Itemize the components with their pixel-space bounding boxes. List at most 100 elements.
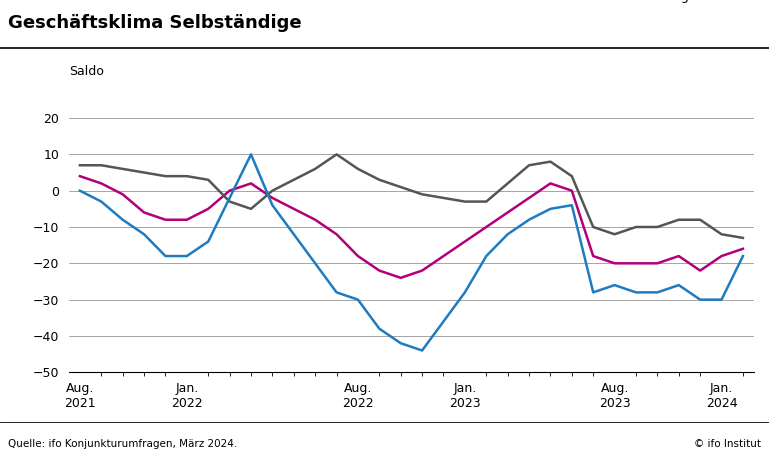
Beurteilung der Geschäftslage	[439, 195, 448, 201]
Geschäftsklima	[503, 210, 512, 215]
Geschäftserwartungen	[524, 217, 534, 222]
Geschäftsklima	[418, 268, 427, 273]
Geschäftserwartungen	[161, 253, 170, 259]
Geschäftsklima	[674, 253, 684, 259]
Geschäftsklima	[481, 224, 491, 230]
Geschäftsklima	[225, 188, 235, 193]
Geschäftsklima	[332, 232, 341, 237]
Geschäftserwartungen	[311, 261, 320, 266]
Geschäftserwartungen	[225, 195, 235, 201]
Geschäftserwartungen	[674, 282, 684, 288]
Geschäftsklima	[311, 217, 320, 222]
Geschäftserwartungen	[461, 290, 470, 295]
Geschäftsklima	[375, 268, 384, 273]
Geschäftsklima	[118, 192, 128, 197]
Beurteilung der Geschäftslage	[225, 199, 235, 204]
Beurteilung der Geschäftslage	[139, 170, 148, 175]
Geschäftserwartungen	[268, 202, 277, 208]
Beurteilung der Geschäftslage	[396, 184, 405, 190]
Geschäftserwartungen	[631, 290, 641, 295]
Geschäftserwartungen	[717, 297, 726, 302]
Beurteilung der Geschäftslage	[653, 224, 662, 230]
Geschäftserwartungen	[139, 232, 148, 237]
Geschäftsklima	[588, 253, 598, 259]
Beurteilung der Geschäftslage	[268, 188, 277, 193]
Geschäftserwartungen	[568, 202, 577, 208]
Geschäftserwartungen	[503, 232, 512, 237]
Geschäftserwartungen	[610, 282, 619, 288]
Beurteilung der Geschäftslage	[161, 173, 170, 179]
Geschäftsklima	[717, 253, 726, 259]
Beurteilung der Geschäftslage	[97, 163, 106, 168]
Geschäftserwartungen	[332, 290, 341, 295]
Geschäftsklima	[546, 181, 555, 186]
Beurteilung der Geschäftslage	[418, 192, 427, 197]
Geschäftserwartungen	[738, 253, 747, 259]
Beurteilung der Geschäftslage	[118, 166, 128, 172]
Geschäftsklima	[139, 210, 148, 215]
Geschäftserwartungen	[246, 152, 255, 157]
Geschäftsklima	[653, 261, 662, 266]
Geschäftsklima	[610, 261, 619, 266]
Line: Geschäftsklima: Geschäftsklima	[80, 176, 743, 278]
Geschäftserwartungen	[182, 253, 191, 259]
Beurteilung der Geschäftslage	[610, 232, 619, 237]
Geschäftserwartungen	[418, 348, 427, 353]
Geschäftsklima	[246, 181, 255, 186]
Geschäftserwartungen	[653, 290, 662, 295]
Beurteilung der Geschäftslage	[568, 173, 577, 179]
Geschäftsklima	[631, 261, 641, 266]
Geschäftsklima	[182, 217, 191, 222]
Beurteilung der Geschäftslage	[695, 217, 704, 222]
Text: Saldo: Saldo	[69, 65, 104, 78]
Line: Beurteilung der Geschäftslage: Beurteilung der Geschäftslage	[80, 154, 743, 238]
Beurteilung der Geschäftslage	[182, 173, 191, 179]
Geschäftsklima	[289, 206, 298, 212]
Beurteilung der Geschäftslage	[246, 206, 255, 212]
Geschäftsklima	[268, 195, 277, 201]
Geschäftserwartungen	[481, 253, 491, 259]
Text: © ifo Institut: © ifo Institut	[694, 439, 761, 449]
Geschäftserwartungen	[289, 232, 298, 237]
Legend: Geschäftsklima, Beurteilung der Geschäftslage, Geschäftserwartungen: Geschäftsklima, Beurteilung der Geschäft…	[539, 0, 754, 3]
Text: Geschäftsklima Selbständige: Geschäftsklima Selbständige	[8, 14, 301, 32]
Geschäftsklima	[524, 195, 534, 201]
Beurteilung der Geschäftslage	[353, 166, 362, 172]
Geschäftserwartungen	[353, 297, 362, 302]
Beurteilung der Geschäftslage	[588, 224, 598, 230]
Geschäftserwartungen	[546, 206, 555, 212]
Beurteilung der Geschäftslage	[546, 159, 555, 164]
Beurteilung der Geschäftslage	[75, 163, 85, 168]
Geschäftserwartungen	[588, 290, 598, 295]
Geschäftserwartungen	[75, 188, 85, 193]
Geschäftsklima	[568, 188, 577, 193]
Beurteilung der Geschäftslage	[738, 235, 747, 241]
Beurteilung der Geschäftslage	[481, 199, 491, 204]
Geschäftserwartungen	[439, 319, 448, 324]
Geschäftserwartungen	[118, 217, 128, 222]
Geschäftsklima	[353, 253, 362, 259]
Beurteilung der Geschäftslage	[503, 181, 512, 186]
Beurteilung der Geschäftslage	[461, 199, 470, 204]
Geschäftsklima	[461, 239, 470, 244]
Geschäftserwartungen	[375, 326, 384, 331]
Text: Quelle: ifo Konjunkturumfragen, März 2024.: Quelle: ifo Konjunkturumfragen, März 202…	[8, 439, 237, 449]
Geschäftsklima	[75, 173, 85, 179]
Geschäftsklima	[738, 246, 747, 252]
Geschäftserwartungen	[396, 340, 405, 346]
Beurteilung der Geschäftslage	[204, 177, 213, 183]
Beurteilung der Geschäftslage	[289, 177, 298, 183]
Geschäftsklima	[695, 268, 704, 273]
Geschäftsklima	[204, 206, 213, 212]
Line: Geschäftserwartungen: Geschäftserwartungen	[80, 154, 743, 350]
Geschäftsklima	[396, 275, 405, 281]
Beurteilung der Geschäftslage	[332, 152, 341, 157]
Geschäftsklima	[97, 181, 106, 186]
Beurteilung der Geschäftslage	[631, 224, 641, 230]
Geschäftsklima	[439, 253, 448, 259]
Geschäftserwartungen	[97, 199, 106, 204]
Geschäftserwartungen	[204, 239, 213, 244]
Beurteilung der Geschäftslage	[717, 232, 726, 237]
Beurteilung der Geschäftslage	[674, 217, 684, 222]
Geschäftserwartungen	[695, 297, 704, 302]
